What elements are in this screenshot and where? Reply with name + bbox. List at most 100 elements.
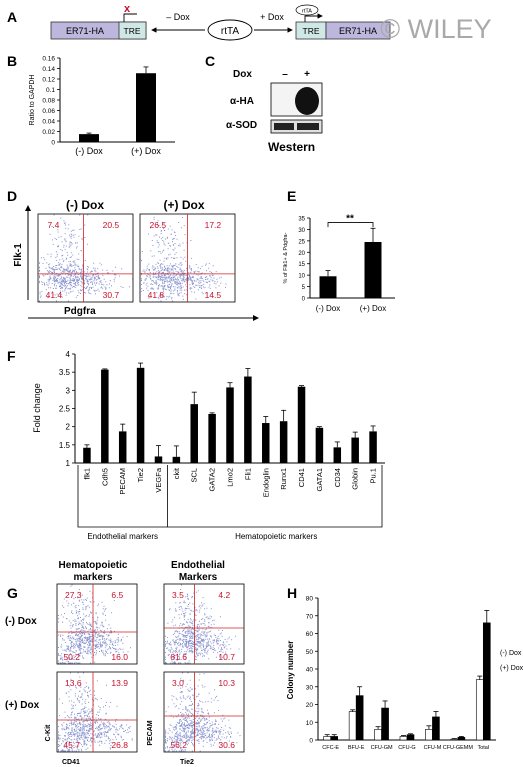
f-bar [226, 387, 234, 463]
d-right-plot-quadrant-value: 14.5 [205, 290, 222, 300]
e-bar [364, 242, 382, 298]
b-ylabel: Ratio to GAPDH [29, 75, 36, 126]
f-category-label: Cdh5 [100, 468, 109, 486]
f-category-label: GATA1 [315, 468, 324, 491]
h-bar [355, 695, 364, 741]
h-legend-plus: (+) Dox [500, 665, 523, 672]
g-endo-xlabel: Tie2 [180, 759, 194, 766]
g-hema-minus-quadrant-value: 27.3 [65, 590, 82, 600]
plus-dox-label: + Dox [260, 12, 284, 22]
left-tre-box [118, 21, 147, 40]
f-bar [244, 376, 252, 463]
panel-a: A ER71-HA TRE x – Dox rtTA + Dox TRE ER7… [7, 3, 492, 44]
panel-f-label: F [7, 348, 16, 364]
e-category-label: (-) Dox [316, 304, 340, 313]
f-bar [297, 386, 306, 463]
h-bar [425, 729, 433, 741]
panel-d-label: D [7, 188, 17, 204]
f-ytick-label: 1.5 [59, 441, 71, 450]
left-promoter-arrow [123, 13, 137, 22]
b-ytick-label: 0.14 [42, 66, 55, 73]
f-bar [118, 431, 127, 463]
b-ytick-label: 0.16 [42, 56, 55, 63]
f-ytick-label: 2 [66, 423, 71, 432]
h-legend-minus: (-) Dox [500, 650, 522, 657]
d-right-plot-quadrant-value: 26.5 [150, 220, 167, 230]
b-ytick-label: 0.12 [42, 77, 55, 84]
e-ytick-label: 20 [298, 251, 305, 257]
f-bar [351, 437, 359, 463]
panel-a-label: A [7, 9, 17, 25]
d-right-title: (+) Dox [163, 198, 204, 212]
d-right-plot-quadrant-value: 17.2 [205, 220, 222, 230]
western-caption: Western [268, 140, 315, 154]
d-left-plot-quadrant-value: 30.7 [103, 290, 120, 300]
f-category-label: Tie2 [136, 468, 145, 482]
g-endo-plus-events [165, 672, 241, 752]
e-ytick-label: 0 [302, 297, 306, 303]
wiley-watermark: © WILEY [380, 14, 491, 44]
d-left-plot-quadrant-value: 7.4 [48, 220, 60, 230]
h-ytick-label: 30 [306, 684, 314, 691]
panel-c-label: C [205, 53, 215, 69]
h-bar [432, 716, 440, 741]
e-ytick-label: 15 [298, 262, 305, 268]
g-endo-plus-quadrant-value: 56.2 [170, 740, 187, 750]
left-gene-label: ER71-HA [66, 26, 104, 36]
e-ylabel: % of Flk1+ & Pdgfra- [283, 232, 289, 283]
panel-g-label: G [7, 585, 18, 601]
f-ytick-label: 3.5 [59, 368, 71, 377]
f-endothelial-bracket [77, 465, 168, 528]
blot-sod-label: α-SOD [226, 120, 257, 131]
f-bar [333, 447, 342, 463]
right-tre-label: TRE [303, 26, 320, 36]
panel-h: H 0 10 20 30 40 50 60 70 80 Colony number CFC-E BFU… [286, 585, 523, 751]
h-bar [381, 707, 389, 741]
f-bar [190, 404, 198, 463]
f-bar [315, 427, 324, 463]
panel-h-chart: 0 10 20 30 40 50 60 70 80 Colony number CFC-E BFU-E… [286, 596, 523, 752]
block-mark: x [124, 3, 131, 15]
panel-b-label: B [7, 53, 17, 69]
panel-b-chart: 0 0.02 0.04 0.06 0.08 0.1 0.12 0.14 0.16 Ratio to… [29, 56, 175, 156]
b-ytick-label: 0.1 [46, 87, 55, 94]
e-ytick-label: 5 [302, 285, 306, 291]
h-ytick-label: 20 [306, 702, 314, 709]
f-ytick-label: 4 [66, 350, 71, 359]
f-category-label: Fli1 [243, 468, 252, 480]
g-endo-minus-quadrant-value: 3.5 [172, 590, 184, 600]
g-hema-xlabel: CD41 [62, 759, 80, 766]
g-endo-minus-events [165, 584, 240, 664]
panel-h-label: H [287, 585, 297, 601]
rtta-small-label: rtTA [302, 9, 312, 15]
b-ytick-label: 0.06 [42, 108, 55, 115]
rtta-oval [207, 19, 253, 41]
rtta-small-oval [295, 4, 319, 16]
f-bar [369, 431, 377, 463]
e-category-label: (+) Dox [360, 304, 386, 313]
left-tre-label: TRE [124, 26, 141, 36]
g-endo-minus-quadrant-value: 4.2 [218, 590, 230, 600]
g-endo-ylabel: PECAM [147, 720, 154, 745]
d-left-title: (-) Dox [66, 198, 104, 212]
f-ytick-label: 3 [66, 386, 71, 395]
h-category-label: Total [477, 745, 489, 751]
g-hema-minus-quadrant-value: 16.0 [111, 652, 128, 662]
dox-plus: + [304, 69, 310, 80]
rtta-label: rtTA [221, 26, 239, 37]
f-bar [136, 367, 145, 463]
blot-ha-label: α-HA [230, 96, 254, 107]
h-ytick-label: 0 [309, 738, 313, 745]
e-significance-bracket [327, 222, 374, 228]
h-category-label: CFC-E [322, 745, 339, 751]
d-left-plot-quadrant-value: 20.5 [103, 220, 120, 230]
h-ytick-label: 60 [306, 631, 314, 638]
panel-d: D (-) Dox (+) Dox Flk-1 Pdgfra 7.4 20.5 41… [7, 188, 259, 321]
b-category-label: (+) Dox [131, 146, 161, 156]
h-bar [482, 622, 491, 741]
h-category-label: CFU-GM [371, 745, 393, 751]
h-ytick-label: 80 [306, 596, 314, 603]
h-ylabel: Colony number [286, 641, 295, 700]
g-hema-minus-quadrant-value: 6.5 [111, 590, 123, 600]
